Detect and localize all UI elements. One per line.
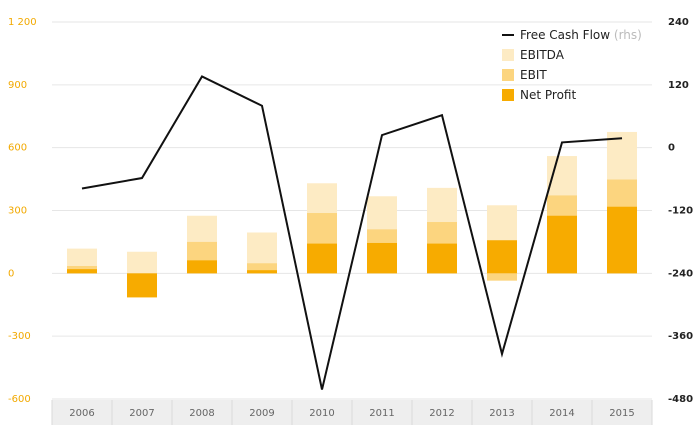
right-tick-label: 240 bbox=[668, 17, 689, 28]
left-axis: 1 200 900 600 300 0 -300 -600 bbox=[8, 17, 37, 405]
legend-label-ebit: EBIT bbox=[520, 68, 547, 82]
legend-label-free-cash-flow: Free Cash Flow (rhs) bbox=[520, 28, 642, 42]
x-axis-band bbox=[51, 400, 653, 425]
x-tick-label: 2006 bbox=[69, 408, 94, 419]
left-tick-label: -600 bbox=[8, 394, 31, 405]
bar-net-profit-2014 bbox=[547, 215, 577, 274]
legend-swatch-ebitda bbox=[502, 49, 514, 61]
bar-net-profit-2010 bbox=[307, 243, 337, 274]
right-tick-label: 120 bbox=[668, 80, 689, 91]
right-tick-label: -480 bbox=[668, 394, 693, 405]
left-tick-label: 900 bbox=[8, 80, 27, 91]
right-tick-label: 0 bbox=[668, 143, 675, 154]
x-tick-label: 2009 bbox=[249, 408, 274, 419]
bar-net-profit-2011 bbox=[367, 242, 397, 274]
left-tick-label: 300 bbox=[8, 206, 27, 217]
legend-swatch-ebit bbox=[502, 69, 514, 81]
bar-net-profit-2009 bbox=[247, 270, 277, 274]
bar-ebit-2013 bbox=[487, 273, 517, 281]
left-tick-label: 0 bbox=[8, 268, 14, 279]
x-tick-label: 2010 bbox=[309, 408, 334, 419]
right-tick-label: -360 bbox=[668, 331, 693, 342]
legend-label-ebitda: EBITDA bbox=[520, 48, 565, 62]
x-tick-label: 2012 bbox=[429, 408, 454, 419]
x-tick-label: 2015 bbox=[609, 408, 634, 419]
right-tick-label: -120 bbox=[668, 206, 693, 217]
bar-net-profit-2008 bbox=[187, 260, 217, 274]
x-tick-label: 2014 bbox=[549, 408, 574, 419]
legend: Free Cash Flow (rhs) EBITDA EBIT Net Profit bbox=[502, 28, 642, 102]
bar-net-profit-2012 bbox=[427, 243, 457, 274]
legend-suffix: (rhs) bbox=[610, 28, 642, 42]
right-axis: 240 120 0 -120 -240 -360 -480 bbox=[668, 17, 693, 405]
bar-net-profit-2006 bbox=[67, 269, 97, 274]
bar-net-profit-2007 bbox=[127, 273, 157, 298]
fcf-line bbox=[81, 75, 623, 390]
left-tick-label: 600 bbox=[8, 143, 27, 154]
bar-ebitda-2007 bbox=[127, 251, 157, 274]
fcf-line-group bbox=[81, 75, 623, 390]
bar-net-profit-2013 bbox=[487, 240, 517, 274]
bar-ebit-2009 bbox=[247, 263, 277, 274]
x-axis-labels: 2006 2007 2008 2009 2010 2011 2012 2013 2014 2015 bbox=[69, 408, 634, 419]
legend-label-net-profit: Net Profit bbox=[520, 88, 576, 102]
right-tick-label: -240 bbox=[668, 268, 693, 279]
left-tick-label: 1 200 bbox=[8, 17, 37, 28]
x-tick-label: 2008 bbox=[189, 408, 214, 419]
x-tick-label: 2007 bbox=[129, 408, 154, 419]
x-tick-label: 2013 bbox=[489, 408, 514, 419]
left-tick-label: -300 bbox=[8, 331, 31, 342]
bar-net-profit-2015 bbox=[607, 206, 637, 274]
x-tick-label: 2011 bbox=[369, 408, 394, 419]
bars bbox=[67, 131, 637, 298]
legend-swatch-net-profit bbox=[502, 89, 514, 101]
